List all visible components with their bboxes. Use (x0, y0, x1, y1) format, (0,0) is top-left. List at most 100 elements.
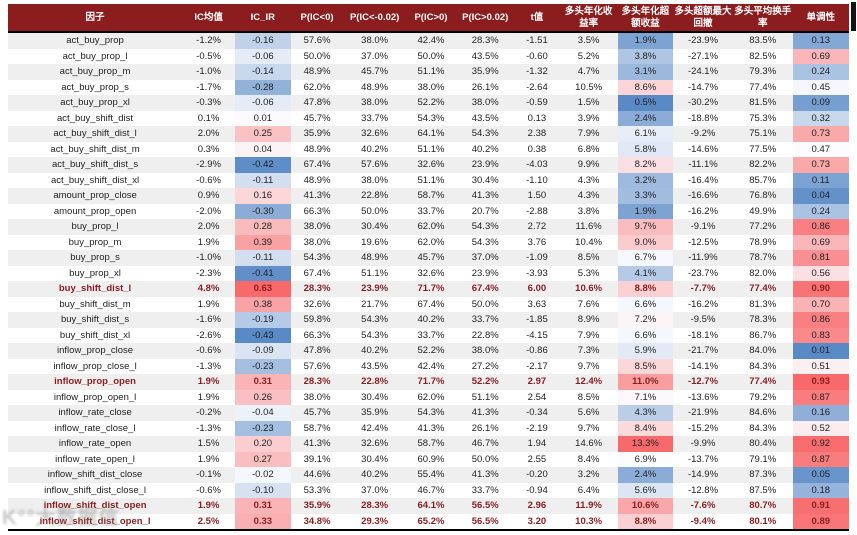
value-cell: 0.45 (792, 79, 849, 95)
value-cell: -0.6% (182, 172, 236, 188)
value-cell: 45.7% (290, 405, 344, 421)
value-cell: 8.5% (559, 250, 618, 266)
value-cell: 0.31 (235, 498, 291, 514)
value-cell: 84.3% (732, 358, 793, 374)
factor-name-cell: act_buy_prop_xl (8, 95, 183, 111)
factor-performance-table: 因子 IC均值 IC_IR P(IC<0) P(IC<-0.02) P(IC>0) P(IC… (8, 4, 849, 531)
table-row: inflow_rate_close_l -1.3% -0.23 58.7% 42.4% 4… (8, 420, 849, 436)
factor-name-cell: act_buy_shift_dist_m (8, 141, 183, 157)
value-cell: 0.69 (792, 48, 849, 64)
factor-name-cell: inflow_rate_close_l (8, 420, 183, 436)
value-cell: 0.31 (235, 374, 291, 390)
value-cell: 62.0% (405, 219, 457, 235)
value-cell: -0.10 (235, 482, 291, 498)
value-cell: -2.3% (182, 265, 236, 281)
value-cell: 78.3% (732, 312, 793, 328)
column-header: 多头超额最大回撤 (673, 4, 733, 33)
value-cell: 0.73 (792, 126, 849, 142)
value-cell: 38.0% (343, 95, 406, 111)
table-row: act_buy_shift_dist_l 2.0% 0.25 35.9% 32.6% 64… (8, 126, 849, 142)
factor-name-cell: amount_prop_open (8, 203, 183, 219)
value-cell: 35.9% (456, 64, 515, 80)
value-cell: 51.1% (405, 141, 457, 157)
value-cell: -0.86 (514, 343, 560, 359)
value-cell: 79.3% (732, 64, 793, 80)
value-cell: 59.8% (290, 312, 344, 328)
value-cell: 1.5% (559, 95, 618, 111)
value-cell: -1.3% (182, 420, 236, 436)
factor-name-cell: inflow_shift_dist_close (8, 467, 183, 483)
value-cell: 54.3% (290, 250, 344, 266)
value-cell: -1.32 (514, 64, 560, 80)
value-cell: 6.4% (559, 482, 618, 498)
value-cell: 0.20 (235, 436, 291, 452)
value-cell: 22.8% (456, 327, 515, 343)
value-cell: 32.6% (290, 296, 344, 312)
value-cell: -27.1% (673, 48, 733, 64)
value-cell: 0.01 (235, 110, 291, 126)
value-cell: 66.3% (290, 203, 344, 219)
value-cell: 75.1% (732, 126, 793, 142)
value-cell: -0.1% (182, 467, 236, 483)
value-cell: 87.5% (732, 482, 793, 498)
value-cell: 57.6% (290, 32, 344, 49)
value-cell: 0.25 (235, 126, 291, 142)
value-cell: 42.4% (405, 358, 457, 374)
factor-name-cell: inflow_rate_close (8, 405, 183, 421)
value-cell: 3.8% (617, 48, 674, 64)
value-cell: -0.04 (235, 405, 291, 421)
value-cell: 32.6% (343, 126, 406, 142)
table-row: inflow_shift_dist_open_l 2.5% 0.33 34.8% 29.… (8, 513, 849, 531)
value-cell: 67.4% (456, 281, 515, 297)
value-cell: 2.0% (182, 126, 236, 142)
table-row: buy_prop_l 2.0% 0.28 38.0% 30.4% 62.0% 54.3% 2.… (8, 219, 849, 235)
value-cell: 30.4% (456, 172, 515, 188)
value-cell: 12.4% (559, 374, 618, 390)
value-cell: 0.13 (514, 110, 560, 126)
value-cell: -1.10 (514, 172, 560, 188)
value-cell: 40.2% (343, 343, 406, 359)
value-cell: 71.7% (405, 281, 457, 297)
value-cell: 43.5% (343, 358, 406, 374)
value-cell: 20.7% (456, 203, 515, 219)
value-cell: -2.17 (514, 358, 560, 374)
table-row: act_buy_shift_dist_s -2.9% -0.42 67.4% 57.6%… (8, 157, 849, 173)
value-cell: 41.3% (290, 188, 344, 204)
value-cell: 0.18 (792, 482, 849, 498)
value-cell: 28.3% (343, 498, 406, 514)
value-cell: 0.27 (235, 451, 291, 467)
value-cell: 11.9% (559, 498, 618, 514)
value-cell: 38.0% (290, 219, 344, 235)
table-row: buy_shift_dist_xl -2.6% -0.43 66.3% 54.3% 33.… (8, 327, 849, 343)
value-cell: 51.1% (405, 172, 457, 188)
value-cell: -21.7% (673, 343, 733, 359)
value-cell: 3.1% (617, 64, 674, 80)
value-cell: 7.9% (559, 126, 618, 142)
table-row: buy_prop_s -1.0% -0.11 54.3% 48.9% 45.7% 37.0%… (8, 250, 849, 266)
value-cell: 9.7% (559, 420, 618, 436)
value-cell: 0.1% (182, 110, 236, 126)
value-cell: -12.5% (673, 234, 733, 250)
value-cell: -0.16 (235, 32, 291, 49)
value-cell: 1.5% (182, 436, 236, 452)
value-cell: 8.5% (559, 389, 618, 405)
value-cell: -0.3% (182, 95, 236, 111)
factor-name-cell: inflow_rate_open_l (8, 451, 183, 467)
value-cell: 45.7% (290, 110, 344, 126)
value-cell: 75.3% (732, 110, 793, 126)
value-cell: 13.3% (617, 436, 674, 452)
value-cell: -12.7% (673, 374, 733, 390)
factor-name-cell: buy_shift_dist_xl (8, 327, 183, 343)
value-cell: 50.0% (456, 451, 515, 467)
value-cell: 2.38 (514, 126, 560, 142)
column-header: 因子 (8, 4, 183, 33)
value-cell: 37.0% (456, 250, 515, 266)
table-row: inflow_shift_dist_close -0.1% -0.02 44.6% 40… (8, 467, 849, 483)
value-cell: -9.2% (673, 126, 733, 142)
value-cell: 58.7% (405, 188, 457, 204)
table-row: inflow_rate_open 1.5% 0.20 41.3% 32.6% 58.7% 4… (8, 436, 849, 452)
value-cell: 0.33 (235, 513, 291, 531)
value-cell: 0.89 (792, 513, 849, 531)
value-cell: -2.0% (182, 203, 236, 219)
